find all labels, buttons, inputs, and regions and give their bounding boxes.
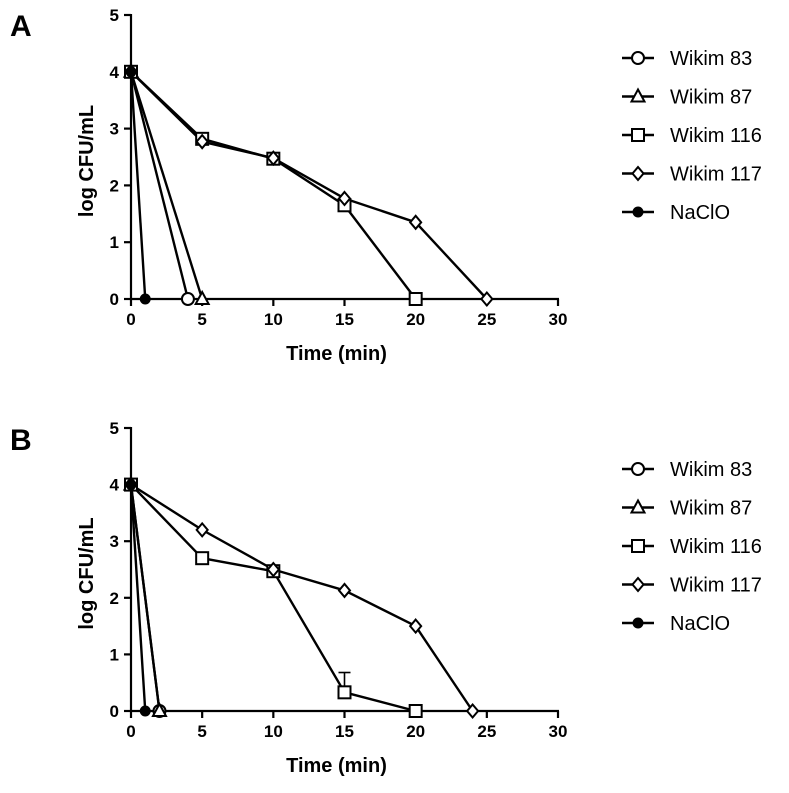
x-tick-label: 10 <box>264 310 283 329</box>
y-tick-label: 1 <box>110 645 119 664</box>
y-tick-label: 4 <box>110 476 120 495</box>
data-point-naclo <box>125 66 137 78</box>
data-point-wikim-116 <box>408 704 423 718</box>
x-axis-title: Time (min) <box>286 343 387 365</box>
data-point-wikim-117 <box>465 702 480 720</box>
data-point-wikim-117 <box>480 290 494 308</box>
series-line-wikim-117 <box>130 483 474 712</box>
y-tick-label: 4 <box>110 63 120 82</box>
legend-label: Wikim 83 <box>670 459 752 481</box>
series-line-wikim-116 <box>130 70 417 300</box>
data-point-wikim-117 <box>195 133 209 150</box>
x-tick-label: 0 <box>126 722 135 741</box>
data-point-wikim-117 <box>266 561 281 578</box>
series-line-wikim-117 <box>130 70 488 300</box>
data-point-wikim-117 <box>408 618 423 635</box>
y-tick-label: 1 <box>110 233 119 252</box>
legend-marker <box>632 206 644 218</box>
legend-marker <box>631 165 645 182</box>
y-tick-label: 2 <box>110 589 119 608</box>
series-line-naclo <box>129 71 147 300</box>
data-point-naclo <box>139 705 151 717</box>
legend-label: Wikim 117 <box>670 575 762 597</box>
legend-label: Wikim 87 <box>670 87 752 109</box>
legend-marker <box>631 539 645 553</box>
data-point-naclo <box>125 479 137 491</box>
legend-marker <box>631 128 645 142</box>
x-tick-label: 10 <box>264 722 283 741</box>
legend-marker <box>631 576 645 593</box>
x-tick-label: 15 <box>335 310 354 329</box>
series-line-wikim-83 <box>129 71 190 300</box>
x-tick-label: 5 <box>197 722 206 741</box>
series-line-wikim-87 <box>129 71 204 300</box>
x-tick-label: 30 <box>549 722 568 741</box>
y-tick-label: 0 <box>110 290 119 309</box>
legend-marker <box>631 51 645 65</box>
data-point-wikim-117 <box>337 582 352 599</box>
x-tick-label: 25 <box>477 310 496 329</box>
panel-label: A <box>10 10 32 43</box>
y-tick-label: 2 <box>110 176 119 195</box>
legend-marker <box>629 498 647 514</box>
data-point-wikim-83 <box>180 292 195 306</box>
y-axis-title: log CFU/mL <box>76 517 98 629</box>
legend-label: Wikim 116 <box>670 125 762 147</box>
y-axis-title: log CFU/mL <box>76 105 98 217</box>
data-point-wikim-117 <box>195 521 209 538</box>
panel-label: B <box>10 424 32 457</box>
legend-label: NaClO <box>670 613 730 635</box>
chart-panel-a: A 0 5 10 15 20 25 30 0 1 2 3 4 5 Time (min) log CFU/mL W… <box>10 6 762 365</box>
legend-label: Wikim 117 <box>670 164 762 186</box>
data-point-wikim-116 <box>408 292 423 306</box>
data-point-wikim-87 <box>151 701 168 717</box>
x-tick-label: 20 <box>406 310 425 329</box>
series-line-naclo <box>129 484 147 712</box>
chart-panel-b: B 0 5 10 15 20 25 30 0 1 2 3 4 5 Time (min) log CFU/mL W… <box>10 419 762 777</box>
data-point-naclo <box>139 293 151 305</box>
x-tick-label: 30 <box>549 310 568 329</box>
x-axis-title: Time (min) <box>286 755 387 777</box>
x-tick-label: 0 <box>126 310 135 329</box>
x-tick-label: 20 <box>406 722 425 741</box>
legend-marker <box>631 462 645 476</box>
data-point-wikim-117 <box>266 150 281 167</box>
legend-marker <box>629 87 647 103</box>
y-tick-label: 5 <box>110 6 119 25</box>
series-line-wikim-87 <box>129 484 161 712</box>
data-point-wikim-117 <box>337 190 352 207</box>
legend-marker <box>632 617 644 629</box>
x-tick-label: 15 <box>335 722 354 741</box>
legend-label: NaClO <box>670 202 730 224</box>
y-tick-label: 3 <box>110 532 119 551</box>
x-tick-label: 25 <box>477 722 496 741</box>
legend-label: Wikim 87 <box>670 498 752 520</box>
y-tick-label: 3 <box>110 120 119 139</box>
data-point-wikim-116 <box>337 685 352 700</box>
y-tick-label: 0 <box>110 702 119 721</box>
legend-label: Wikim 83 <box>670 48 752 70</box>
series-line-wikim-116 <box>130 483 416 713</box>
legend-label: Wikim 116 <box>670 536 762 558</box>
data-point-wikim-116 <box>195 551 210 566</box>
data-point-wikim-87 <box>193 289 211 305</box>
data-point-wikim-117 <box>408 214 423 231</box>
y-tick-label: 5 <box>110 419 119 438</box>
x-tick-label: 5 <box>197 310 206 329</box>
